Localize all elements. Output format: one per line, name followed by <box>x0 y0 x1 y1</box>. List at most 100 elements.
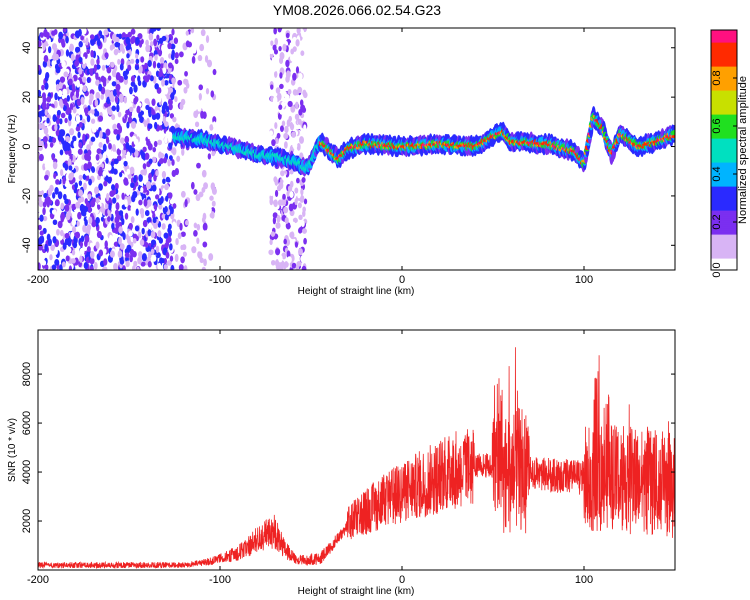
spectrogram-noise-speck <box>125 260 130 268</box>
spectrogram-ytick-label: 40 <box>21 42 33 54</box>
spectrogram-noise-speck <box>134 149 139 158</box>
spectrogram-noise-speck <box>270 84 274 90</box>
spectrogram-noise-speck <box>102 143 107 152</box>
spectrogram-noise-speck <box>94 186 100 195</box>
spectrogram-noise-speck <box>298 248 303 256</box>
spectrogram-noise-speck <box>148 222 152 230</box>
spectrogram-noise-speck <box>42 207 46 216</box>
spectrogram-noise-speck <box>80 35 84 41</box>
spectrogram-noise-speck <box>198 84 204 91</box>
spectrogram-noise-speck <box>143 177 147 185</box>
spectrogram-noise-speck <box>289 168 294 175</box>
colorbar-swatch <box>711 102 737 105</box>
spectrogram-noise-speck <box>272 44 277 51</box>
spectrogram-noise-speck <box>92 197 96 203</box>
spectrogram-noise-speck <box>174 52 179 59</box>
spectrogram-noise-speck <box>116 86 120 95</box>
spectrogram-noise-speck <box>141 227 145 235</box>
spectrogram-noise-speck <box>130 81 136 87</box>
spectrogram-noise-speck <box>117 111 122 118</box>
spectrogram-noise-speck <box>86 115 91 123</box>
spectrogram-noise-speck <box>271 56 277 64</box>
colorbar-swatch <box>711 104 737 107</box>
spectrogram-noise-speck <box>288 203 294 212</box>
spectrogram-noise-speck <box>86 77 91 83</box>
spectrogram-noise-speck <box>171 77 176 85</box>
spectrogram-noise-speck <box>83 262 89 269</box>
spectrogram-noise-speck <box>156 187 160 196</box>
colorbar-swatch <box>711 42 737 45</box>
spectrogram-noise-speck <box>271 139 276 147</box>
spectrogram-noise-speck <box>270 95 274 103</box>
spectrogram-noise-speck <box>109 234 113 242</box>
spectrogram-noise-speck <box>158 158 164 164</box>
spectrogram-noise-speck <box>130 147 136 154</box>
colorbar-swatch <box>711 58 737 61</box>
spectrogram-noise-speck <box>49 254 53 261</box>
spectrogram-noise-speck <box>157 262 162 270</box>
spectrogram-noise-speck <box>67 158 72 166</box>
spectrogram-noise-speck <box>155 245 160 254</box>
spectrogram-noise-speck <box>98 249 104 257</box>
spectrogram-noise-speck <box>156 62 161 69</box>
spectrogram-noise-speck <box>60 137 65 145</box>
spectrogram-noise-speck <box>125 142 130 150</box>
colorbar-swatch <box>711 98 737 101</box>
spectrogram-noise-speck <box>270 40 274 46</box>
spectrogram-ytick-label: 0 <box>21 143 33 149</box>
spectrogram-noise-speck <box>133 138 139 146</box>
spectrogram-noise-speck <box>130 182 135 189</box>
spectrogram-noise-speck <box>178 51 184 58</box>
colorbar-swatch <box>711 94 737 97</box>
spectrogram-noise-speck <box>79 247 85 255</box>
spectrogram-noise-speck <box>93 64 97 73</box>
colorbar-swatch <box>711 106 737 109</box>
spectrogram-noise-speck <box>104 240 108 249</box>
spectrogram-noise-speck <box>44 82 49 90</box>
spectrogram-noise-speck <box>76 98 82 107</box>
spectrogram-noise-speck <box>43 29 48 38</box>
spectrogram-noise-speck <box>96 39 101 47</box>
spectrogram-noise-speck <box>290 104 296 113</box>
spectrogram-noise-speck <box>147 107 152 115</box>
colorbar-swatch <box>711 66 737 69</box>
spectrogram-noise-speck <box>51 60 55 67</box>
spectrogram-noise-speck <box>145 39 149 46</box>
spectrogram-noise-speck <box>119 171 123 178</box>
spectrogram-noise-speck <box>65 49 70 57</box>
spectrogram-noise-speck <box>303 111 308 120</box>
spectrogram-noise-speck <box>275 87 281 94</box>
spectrogram-noise-speck <box>93 262 98 270</box>
spectrogram-noise-speck <box>147 132 151 140</box>
spectrogram-noise-speck <box>126 244 132 252</box>
spectrogram-noise-speck <box>290 54 295 62</box>
spectrogram-noise-speck <box>113 48 119 56</box>
spectrogram-noise-speck <box>118 75 124 83</box>
spectrogram-noise-speck <box>135 235 139 242</box>
spectrogram-noise-speck <box>83 107 89 114</box>
spectrogram-noise-speck <box>102 170 107 177</box>
spectrogram-noise-speck <box>281 120 286 127</box>
spectrogram-noise-speck <box>62 104 67 112</box>
colorbar-swatch <box>711 228 737 231</box>
spectrogram-noise-speck <box>277 112 282 120</box>
spectrogram-noise-speck <box>77 148 83 155</box>
spectrogram-noise-speck <box>87 206 92 213</box>
colorbar-swatch <box>711 178 737 181</box>
colorbar-swatch <box>711 134 737 137</box>
spectrogram-noise-speck <box>123 180 129 186</box>
spectrogram-noise-speck <box>42 163 46 171</box>
spectrogram-noise-speck <box>89 34 95 40</box>
spectrogram-noise-speck <box>130 75 136 83</box>
colorbar-swatch <box>711 32 737 35</box>
spectrogram-noise-speck <box>162 67 167 74</box>
spectrogram-noise-speck <box>161 108 166 114</box>
spectrogram-noise-speck <box>169 243 173 251</box>
spectrogram-noise-speck <box>169 113 175 119</box>
spectrogram-ytick-label: -40 <box>21 237 33 253</box>
spectrogram-noise-speck <box>77 197 83 204</box>
spectrogram-noise-speck <box>95 79 100 86</box>
colorbar-swatch <box>711 158 737 161</box>
spectrogram-noise-speck <box>60 202 64 210</box>
spectrogram-noise-speck <box>98 153 103 160</box>
